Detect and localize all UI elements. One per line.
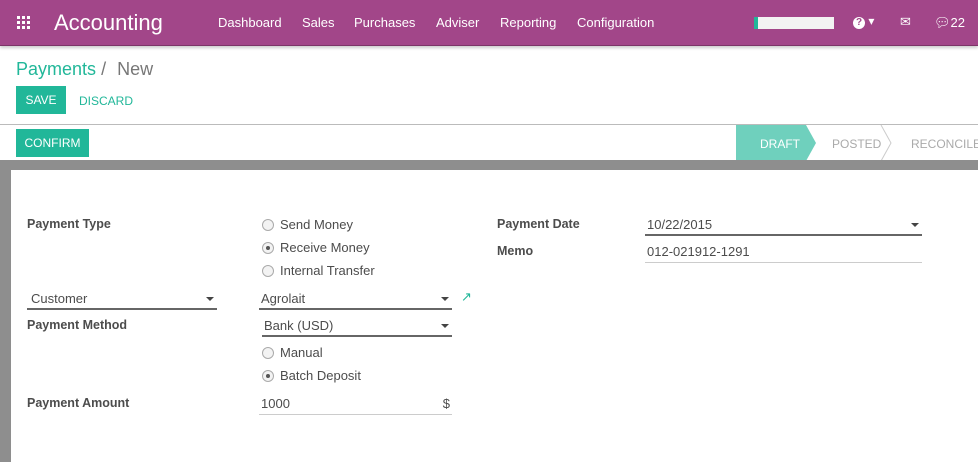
memo-input[interactable]: 012-021912-1291 [645,243,922,263]
menu-dashboard[interactable]: Dashboard [218,15,282,30]
divider [0,124,978,125]
breadcrumb-separator: / [101,59,107,79]
dropdown-caret-icon [911,223,919,227]
help-icon[interactable]: ? ▾ [853,14,874,29]
radio-icon [262,264,274,277]
menu-sales[interactable]: Sales [302,15,335,30]
memo-label: Memo [497,244,534,258]
radio-icon [262,346,274,359]
partner-input[interactable]: Agrolait [259,290,452,310]
payment-date-label: Payment Date [497,217,580,231]
app-title: Accounting [54,10,163,35]
payment-amount-label: Payment Amount [27,396,130,410]
amount-value: 1000 [261,396,290,411]
radio-label: Manual [280,345,323,360]
radio-manual[interactable]: Manual [262,345,323,360]
messages-count: 22 [950,15,965,30]
save-button[interactable]: SAVE [16,86,66,114]
status-bar: DRAFT POSTED RECONCILED [736,125,978,161]
chat-messages[interactable]: 💬︎22 [934,15,965,31]
radio-checked-icon [262,369,274,382]
radio-label: Send Money [280,217,353,232]
payment-date-input[interactable]: 10/22/2015 [645,216,922,236]
mail-icon[interactable]: ✉ [900,14,911,29]
radio-receive-money[interactable]: Receive Money [262,240,370,255]
currency-symbol: $ [442,396,450,411]
journal-value: Bank (USD) [264,318,334,333]
radio-internal-transfer[interactable]: Internal Transfer [262,263,375,278]
radio-label: Batch Deposit [280,368,361,383]
menu-reporting[interactable]: Reporting [500,15,557,30]
stage-draft[interactable]: DRAFT [760,137,800,151]
stage-posted[interactable]: POSTED [832,137,882,151]
top-navbar: Accounting Dashboard Sales Purchases Adv… [0,0,978,46]
radio-send-money[interactable]: Send Money [262,217,353,232]
journal-select[interactable]: Bank (USD) [262,317,452,337]
chat-icon: 💬︎ [934,15,951,30]
external-link-icon[interactable]: ↗ [461,289,472,304]
stage-reconciled[interactable]: RECONCILED [911,137,978,151]
dropdown-caret-icon [206,297,214,301]
amount-input[interactable]: 1000 $ [259,395,452,415]
radio-batch-deposit[interactable]: Batch Deposit [262,368,361,383]
discard-button[interactable]: DISCARD [79,94,134,108]
date-value: 10/22/2015 [647,217,713,232]
form-sheet [11,170,978,462]
payment-method-label: Payment Method [27,318,128,332]
partner-type-value: Customer [31,291,88,306]
dropdown-caret-icon [441,324,449,328]
progress-bar [754,17,834,29]
radio-label: Receive Money [280,240,370,255]
partner-value: Agrolait [261,291,306,306]
partner-type-select[interactable]: Customer [27,290,217,310]
breadcrumb-payments[interactable]: Payments [16,59,97,79]
payment-type-label: Payment Type [27,217,111,231]
breadcrumb-current: New [117,59,154,79]
menu-purchases[interactable]: Purchases [354,15,416,30]
menu-adviser[interactable]: Adviser [436,15,480,30]
dropdown-caret-icon [441,297,449,301]
radio-checked-icon [262,241,274,254]
confirm-button[interactable]: CONFIRM [16,129,89,157]
breadcrumb: Payments / New [16,59,153,80]
radio-label: Internal Transfer [280,263,375,278]
radio-icon [262,218,274,231]
menu-configuration[interactable]: Configuration [577,15,655,30]
apps-menu-icon[interactable] [17,16,30,29]
status-arrows [736,125,892,161]
